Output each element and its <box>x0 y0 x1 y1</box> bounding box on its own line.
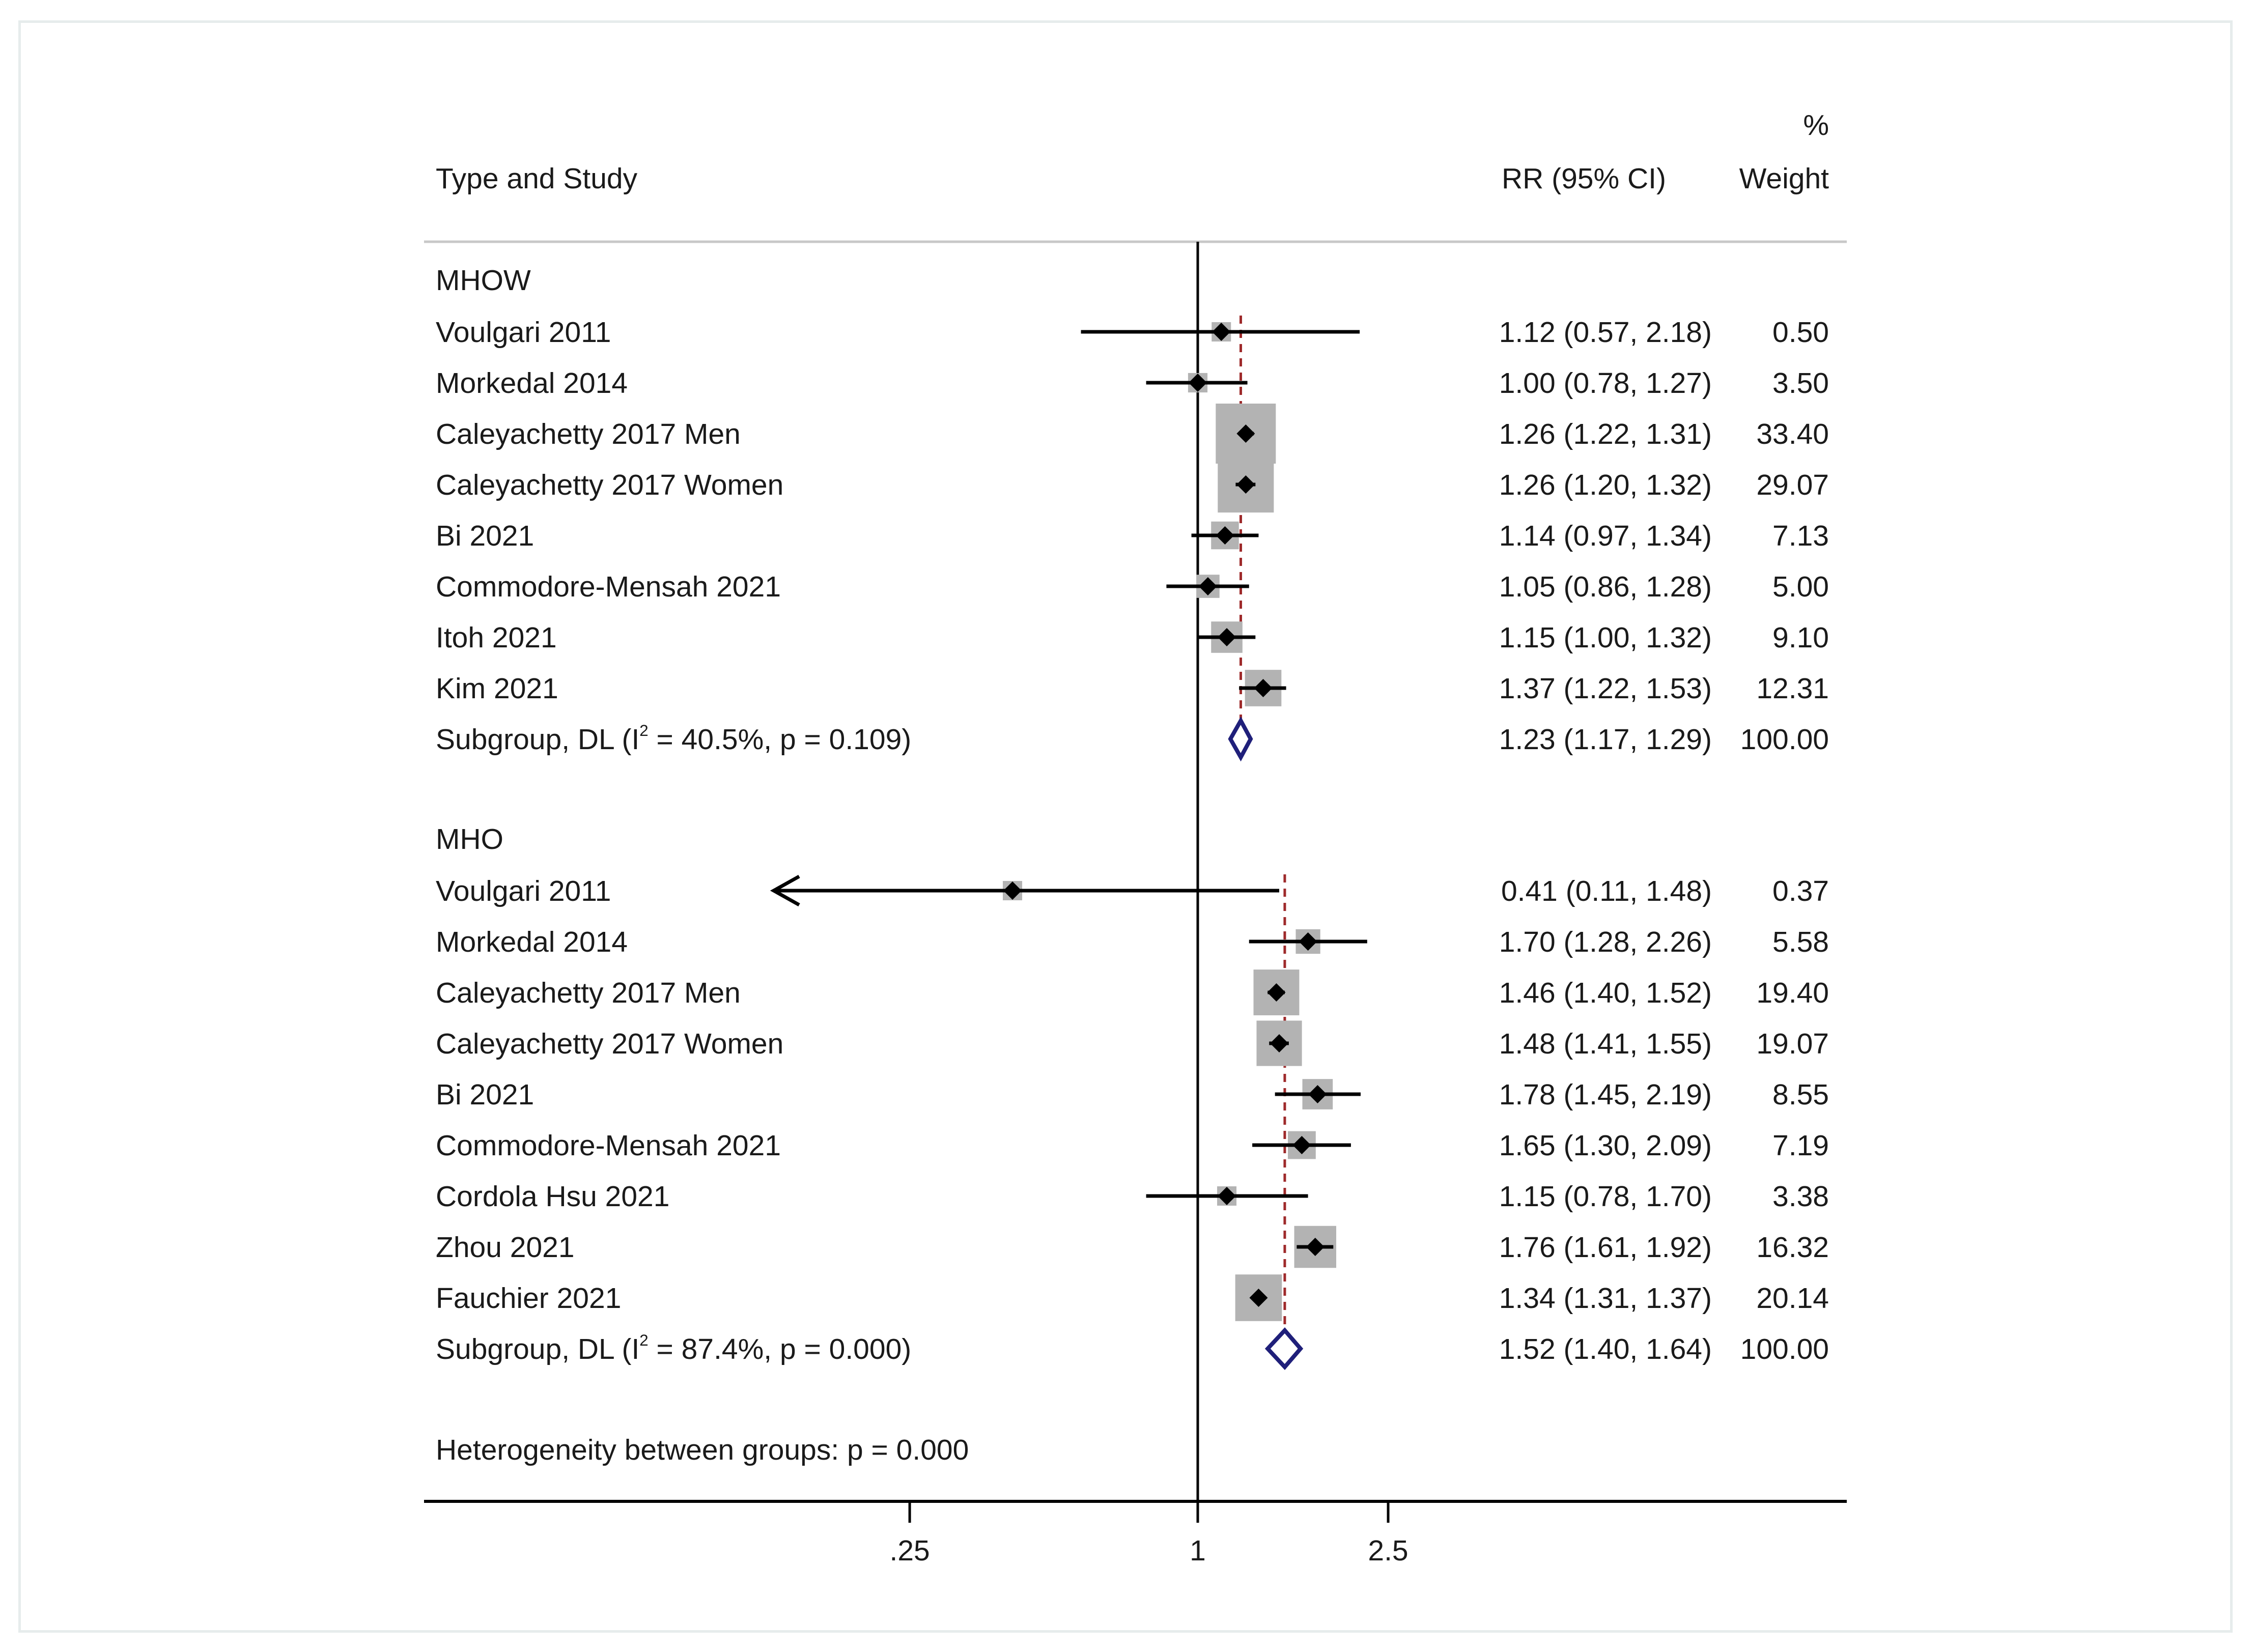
study-rr-ci: 1.26 (1.20, 1.32) <box>1499 469 1712 501</box>
point-estimate <box>1299 932 1317 951</box>
study-label: Zhou 2021 <box>436 1231 575 1264</box>
study-weight: 0.50 <box>1772 316 1829 349</box>
study-rr-ci: 1.37 (1.22, 1.53) <box>1499 672 1712 705</box>
study-weight: 3.50 <box>1772 367 1829 400</box>
study-label: Bi 2021 <box>436 1078 534 1111</box>
x-tick-label: 1 <box>1190 1534 1206 1567</box>
point-estimate <box>1306 1238 1325 1256</box>
point-estimate <box>1308 1085 1327 1103</box>
subgroup-label: Subgroup, DL (I2 = 40.5%, p = 0.109) <box>436 722 911 756</box>
header-percent: % <box>1803 109 1829 141</box>
point-estimate <box>1198 577 1217 595</box>
study-rr-ci: 1.70 (1.28, 2.26) <box>1499 926 1712 958</box>
study-weight: 19.40 <box>1756 977 1829 1009</box>
study-weight: 0.37 <box>1772 875 1829 907</box>
x-tick-label: .25 <box>889 1534 929 1567</box>
study-rr-ci: 1.65 (1.30, 2.09) <box>1499 1129 1712 1162</box>
point-estimate <box>1292 1136 1311 1154</box>
point-estimate <box>1236 424 1255 443</box>
subgroup-label: Subgroup, DL (I2 = 87.4%, p = 0.000) <box>436 1331 911 1365</box>
heterogeneity-note: Heterogeneity between groups: p = 0.000 <box>436 1434 969 1466</box>
point-estimate <box>1236 475 1255 494</box>
study-weight: 5.58 <box>1772 926 1829 958</box>
study-weight: 7.13 <box>1772 520 1829 552</box>
subgroup-diamond <box>1264 1327 1304 1370</box>
study-rr-ci: 1.76 (1.61, 1.92) <box>1499 1231 1712 1264</box>
subgroup-rr-ci: 1.23 (1.17, 1.29) <box>1499 723 1712 756</box>
study-weight: 3.38 <box>1772 1180 1829 1213</box>
group-heading: MHO <box>436 823 503 856</box>
study-label: Commodore-Mensah 2021 <box>436 571 781 603</box>
point-estimate <box>1218 1187 1236 1205</box>
study-label: Voulgari 2011 <box>436 875 611 907</box>
point-estimate <box>1218 628 1236 646</box>
study-label: Itoh 2021 <box>436 621 557 654</box>
study-label: Morkedal 2014 <box>436 926 628 958</box>
study-weight: 8.55 <box>1772 1078 1829 1111</box>
study-weight: 20.14 <box>1756 1282 1829 1315</box>
point-estimate <box>1189 374 1207 392</box>
point-estimate <box>1212 323 1231 341</box>
subgroup-rr-ci: 1.52 (1.40, 1.64) <box>1499 1333 1712 1365</box>
point-estimate <box>1003 881 1022 900</box>
subgroup-weight: 100.00 <box>1740 1333 1829 1365</box>
study-weight: 19.07 <box>1756 1028 1829 1060</box>
study-rr-ci: 1.12 (0.57, 2.18) <box>1499 316 1712 349</box>
group-heading: MHOW <box>436 264 531 297</box>
study-rr-ci: 1.78 (1.45, 2.19) <box>1499 1078 1712 1111</box>
point-estimate <box>1267 983 1286 1002</box>
study-weight: 29.07 <box>1756 469 1829 501</box>
point-estimate <box>1216 526 1234 545</box>
subgroup-weight: 100.00 <box>1740 723 1829 756</box>
header-weight: Weight <box>1739 162 1829 195</box>
study-label: Kim 2021 <box>436 672 558 705</box>
study-rr-ci: 1.48 (1.41, 1.55) <box>1499 1028 1712 1060</box>
header-rr-ci: RR (95% CI) <box>1502 162 1666 195</box>
study-rr-ci: 1.05 (0.86, 1.28) <box>1499 571 1712 603</box>
study-label: Caleyachetty 2017 Women <box>436 469 783 501</box>
study-label: Caleyachetty 2017 Women <box>436 1028 783 1060</box>
study-weight: 9.10 <box>1772 621 1829 654</box>
study-weight: 12.31 <box>1756 672 1829 705</box>
study-rr-ci: 1.46 (1.40, 1.52) <box>1499 977 1712 1009</box>
study-label: Fauchier 2021 <box>436 1282 621 1315</box>
header-type-and-study: Type and Study <box>436 162 638 195</box>
subgroup-diamond <box>1228 716 1253 762</box>
point-estimate <box>1254 679 1273 697</box>
ci-arrow <box>770 874 800 907</box>
study-weight: 16.32 <box>1756 1231 1829 1264</box>
x-tick-label: 2.5 <box>1368 1534 1408 1567</box>
study-weight: 5.00 <box>1772 571 1829 603</box>
figure-frame <box>18 20 2233 1633</box>
study-rr-ci: 1.15 (1.00, 1.32) <box>1499 621 1712 654</box>
study-label: Commodore-Mensah 2021 <box>436 1129 781 1162</box>
study-rr-ci: 1.34 (1.31, 1.37) <box>1499 1282 1712 1315</box>
study-rr-ci: 1.14 (0.97, 1.34) <box>1499 520 1712 552</box>
study-label: Voulgari 2011 <box>436 316 611 349</box>
study-rr-ci: 1.26 (1.22, 1.31) <box>1499 418 1712 450</box>
study-label: Cordola Hsu 2021 <box>436 1180 669 1213</box>
point-estimate <box>1270 1034 1289 1052</box>
study-label: Morkedal 2014 <box>436 367 628 400</box>
study-weight: 7.19 <box>1772 1129 1829 1162</box>
study-label: Bi 2021 <box>436 520 534 552</box>
point-estimate <box>1249 1289 1268 1307</box>
study-label: Caleyachetty 2017 Men <box>436 418 741 450</box>
study-rr-ci: 1.15 (0.78, 1.70) <box>1499 1180 1712 1213</box>
study-label: Caleyachetty 2017 Men <box>436 977 741 1009</box>
study-rr-ci: 1.00 (0.78, 1.27) <box>1499 367 1712 400</box>
study-rr-ci: 0.41 (0.11, 1.48) <box>1501 875 1712 907</box>
study-weight: 33.40 <box>1756 418 1829 450</box>
